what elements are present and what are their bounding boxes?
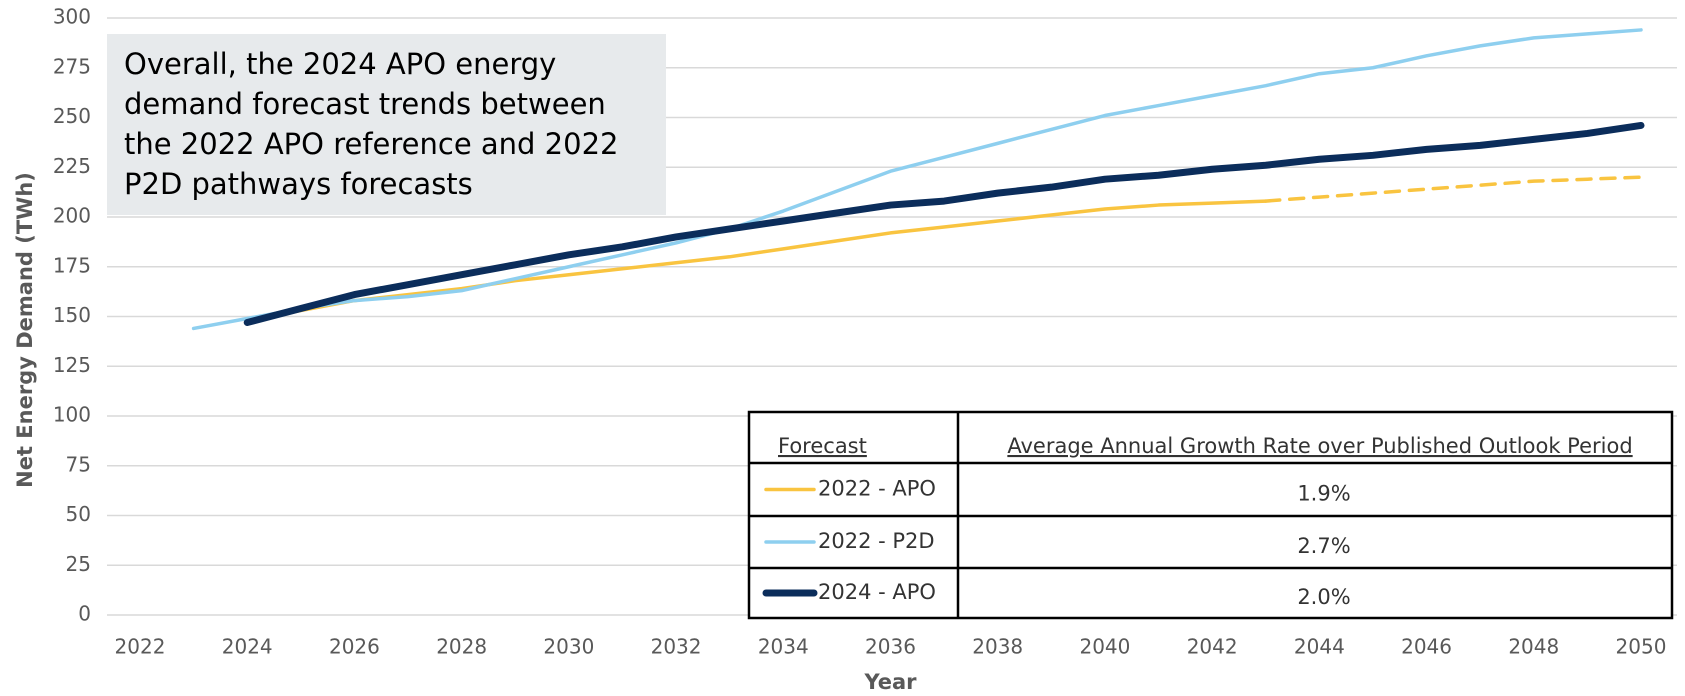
table-header: Forecast	[778, 434, 867, 458]
series-line	[243, 121, 1645, 326]
series-line	[191, 28, 1643, 331]
x-tick-label: 2036	[865, 635, 916, 659]
x-tick-label: 2038	[972, 635, 1023, 659]
y-tick-label: 25	[66, 552, 91, 576]
y-tick-label: 0	[78, 602, 91, 626]
y-tick-label: 150	[53, 303, 91, 327]
y-tick-label: 225	[53, 154, 91, 178]
y-tick-label: 275	[53, 54, 91, 78]
y-tick-label: 100	[53, 403, 91, 427]
x-tick-label: 2022	[115, 635, 166, 659]
x-tick-label: 2034	[758, 635, 809, 659]
y-tick-label: 75	[66, 452, 91, 476]
y-tick-label: 300	[53, 5, 91, 29]
x-tick-label: 2032	[651, 635, 702, 659]
legend-label: 2022 - APO	[818, 477, 936, 501]
x-tick-label: 2050	[1616, 635, 1667, 659]
x-tick-label: 2048	[1508, 635, 1559, 659]
x-tick-label: 2026	[329, 635, 380, 659]
y-tick-label: 175	[53, 253, 91, 277]
series-line	[245, 199, 1268, 323]
annotation-text: P2D pathways forecasts	[124, 167, 473, 201]
y-axis-title: Net Energy Demand (TWh)	[13, 172, 37, 488]
growth-rate: 2.7%	[1297, 534, 1350, 558]
annotation-text: Overall, the 2024 APO energy	[124, 47, 556, 81]
series-line	[1264, 175, 1643, 203]
growth-rate: 1.9%	[1297, 482, 1350, 506]
table-header: Average Annual Growth Rate over Publishe…	[1007, 434, 1632, 458]
y-tick-label: 250	[53, 104, 91, 128]
x-tick-label: 2028	[436, 635, 487, 659]
annotation-text: demand forecast trends between	[124, 87, 606, 121]
x-tick-label: 2040	[1079, 635, 1130, 659]
x-axis-title: Year	[863, 670, 917, 694]
x-tick-label: 2024	[222, 635, 273, 659]
y-tick-label: 50	[66, 502, 91, 526]
x-tick-label: 2046	[1401, 635, 1452, 659]
y-tick-label: 200	[53, 204, 91, 228]
legend-label: 2024 - APO	[818, 580, 936, 604]
annotation-box	[107, 34, 666, 215]
x-tick-label: 2044	[1294, 635, 1345, 659]
annotation-text: the 2022 APO reference and 2022	[124, 127, 618, 161]
x-tick-label: 2042	[1187, 635, 1238, 659]
x-tick-label: 2030	[543, 635, 594, 659]
growth-rate: 2.0%	[1297, 585, 1350, 609]
legend-label: 2022 - P2D	[818, 529, 935, 553]
y-tick-label: 125	[53, 353, 91, 377]
